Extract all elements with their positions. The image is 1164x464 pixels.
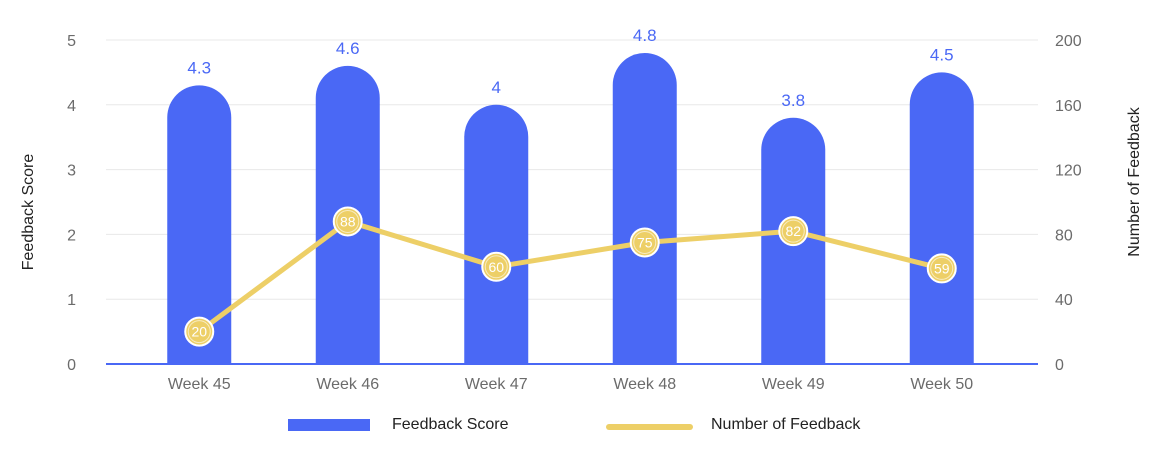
bar-value-label: 4.8 (633, 26, 657, 45)
left-tick-label: 5 (67, 33, 76, 50)
right-tick-label: 120 (1055, 163, 1082, 180)
line-point-label: 82 (785, 223, 801, 239)
line-point-ring (187, 320, 211, 344)
legend-label-number-of-feedback: Number of Feedback (711, 416, 861, 433)
right-tick-label: 40 (1055, 292, 1073, 309)
bar-value-label: 4.6 (336, 39, 360, 58)
right-tick-label: 0 (1055, 357, 1064, 374)
bar (612, 52, 677, 365)
x-tick-label: Week 46 (316, 376, 379, 393)
line-point (481, 251, 512, 282)
line-point-ring (336, 209, 360, 233)
x-axis-ticks: Week 45 Week 46 Week 47 Week 48 Week 49 Week … (168, 376, 973, 393)
left-tick-label: 1 (67, 292, 76, 309)
left-axis-ticks: 0 1 2 3 4 5 (67, 33, 76, 374)
line-point-ring (930, 256, 954, 280)
x-tick-label: Week 47 (465, 376, 528, 393)
bar-value-label: 4 (492, 78, 501, 97)
x-tick-label: Week 50 (910, 376, 973, 393)
line-point-ring (781, 219, 805, 243)
bar-series (167, 52, 974, 365)
line-point (926, 253, 957, 284)
right-axis-ticks: 0 40 80 120 160 200 (1055, 33, 1082, 374)
left-tick-label: 0 (67, 357, 76, 374)
right-tick-label: 160 (1055, 98, 1082, 115)
line-point-label: 20 (191, 324, 207, 340)
bar-value-label: 4.5 (930, 45, 954, 64)
x-tick-label: Week 48 (613, 376, 676, 393)
right-tick-label: 200 (1055, 33, 1082, 50)
line-series: 20 88 60 75 82 59 (184, 206, 957, 347)
bar-value-label: 3.8 (781, 91, 805, 110)
bar-value-label: 4.3 (187, 58, 211, 77)
line-point (184, 316, 215, 347)
bar (909, 72, 974, 365)
x-tick-label: Week 49 (762, 376, 825, 393)
legend-swatch-feedback-score (288, 419, 370, 431)
left-tick-label: 3 (67, 163, 76, 180)
right-tick-label: 80 (1055, 227, 1073, 244)
line-point (778, 216, 809, 247)
bar-data-labels: 4.3 4.6 4 4.8 3.8 4.5 (187, 26, 953, 110)
line-point (629, 227, 660, 258)
left-tick-label: 4 (67, 98, 76, 115)
grid-lines (106, 39, 1038, 300)
bar (167, 85, 232, 365)
left-tick-label: 2 (67, 227, 76, 244)
x-tick-label: Week 45 (168, 376, 231, 393)
line-point-label: 60 (488, 259, 504, 275)
line-point-label: 88 (340, 213, 356, 229)
line-point-label: 59 (934, 260, 950, 276)
line-point-ring (633, 231, 657, 254)
line-point-ring (484, 255, 508, 279)
legend: Feedback Score Number of Feedback (288, 416, 861, 433)
line-point-label: 75 (637, 235, 653, 251)
right-axis-title: Number of Feedback (1126, 106, 1143, 256)
left-axis-title: Feedback Score (20, 154, 37, 271)
bar (464, 104, 529, 365)
legend-label-feedback-score: Feedback Score (392, 416, 509, 433)
line-point (332, 206, 363, 237)
series-line (196, 218, 945, 335)
